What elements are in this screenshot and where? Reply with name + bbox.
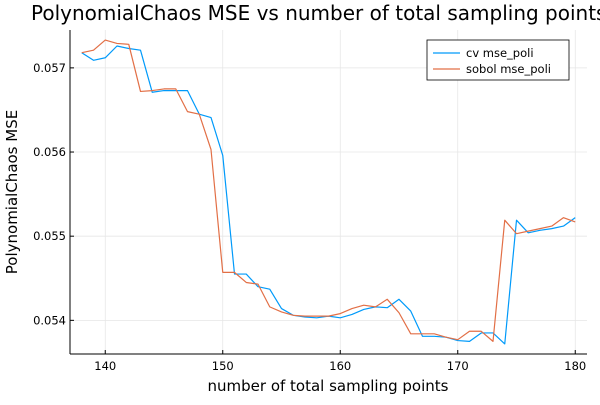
x-tick-label-0: 140 <box>94 359 116 373</box>
y-tick-label-2: 0.056 <box>33 145 66 159</box>
ticks: 140 150 160 170 180 0.054 0.055 0.056 0.057 <box>33 61 586 373</box>
legend-box <box>426 39 570 81</box>
y-tick-label-1: 0.055 <box>33 229 66 243</box>
y-axis-label: PolynomialChaos MSE <box>3 110 21 274</box>
y-tick-label-0: 0.054 <box>33 313 66 327</box>
x-tick-label-1: 150 <box>212 359 234 373</box>
x-tick-label-2: 160 <box>329 359 351 373</box>
legend-label-cv: cv mse_poli <box>466 46 534 60</box>
legend: cv mse_poli sobol mse_poli <box>426 39 570 81</box>
legend-label-sobol: sobol mse_poli <box>466 62 551 76</box>
series <box>81 39 576 345</box>
y-tick-label-3: 0.057 <box>33 61 66 75</box>
chart-title: PolynomialChaos MSE vs number of total s… <box>31 1 600 25</box>
series-line-1 <box>81 39 576 342</box>
axes <box>69 30 587 355</box>
x-tick-label-3: 170 <box>447 359 469 373</box>
x-axis-label: number of total sampling points <box>208 377 449 395</box>
x-tick-label-4: 180 <box>564 359 586 373</box>
